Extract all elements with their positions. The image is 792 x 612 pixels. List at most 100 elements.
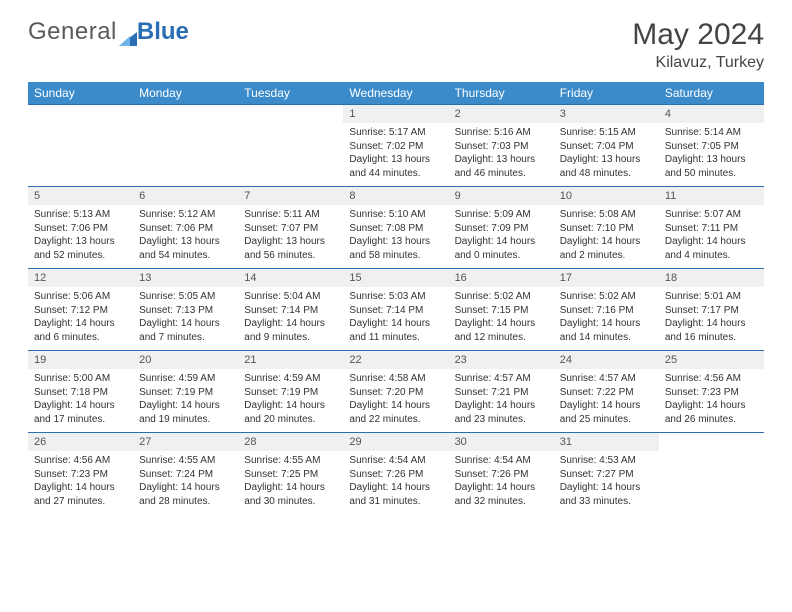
daynum-row: 19202122232425 — [28, 351, 764, 370]
day-ss: Sunset: 7:26 PM — [349, 468, 442, 482]
day-d2: and 26 minutes. — [665, 413, 758, 427]
day-info-cell: Sunrise: 4:55 AMSunset: 7:24 PMDaylight:… — [133, 451, 238, 514]
day-number-cell: 3 — [554, 105, 659, 124]
day-number-cell: 20 — [133, 351, 238, 370]
day-d2: and 23 minutes. — [455, 413, 548, 427]
day-d2: and 2 minutes. — [560, 249, 653, 263]
day-d2: and 19 minutes. — [139, 413, 232, 427]
day-number-cell: 21 — [238, 351, 343, 370]
day-sr: Sunrise: 5:05 AM — [139, 290, 232, 304]
day-ss: Sunset: 7:27 PM — [560, 468, 653, 482]
day-sr: Sunrise: 5:07 AM — [665, 208, 758, 222]
day-ss: Sunset: 7:10 PM — [560, 222, 653, 236]
day-ss: Sunset: 7:09 PM — [455, 222, 548, 236]
day-info-cell: Sunrise: 4:57 AMSunset: 7:21 PMDaylight:… — [449, 369, 554, 433]
day-info-cell: Sunrise: 5:01 AMSunset: 7:17 PMDaylight:… — [659, 287, 764, 351]
day-sr: Sunrise: 4:57 AM — [455, 372, 548, 386]
day-info-cell — [238, 123, 343, 187]
day-number-cell — [659, 433, 764, 452]
day-info-cell: Sunrise: 5:02 AMSunset: 7:16 PMDaylight:… — [554, 287, 659, 351]
day-info-cell: Sunrise: 4:54 AMSunset: 7:26 PMDaylight:… — [449, 451, 554, 514]
day-sr: Sunrise: 5:00 AM — [34, 372, 127, 386]
day-number-cell: 10 — [554, 187, 659, 206]
day-info-cell: Sunrise: 5:08 AMSunset: 7:10 PMDaylight:… — [554, 205, 659, 269]
weekday-header-row: Sunday Monday Tuesday Wednesday Thursday… — [28, 82, 764, 105]
day-d1: Daylight: 14 hours — [34, 481, 127, 495]
dayinfo-row: Sunrise: 5:00 AMSunset: 7:18 PMDaylight:… — [28, 369, 764, 433]
day-ss: Sunset: 7:18 PM — [34, 386, 127, 400]
day-ss: Sunset: 7:05 PM — [665, 140, 758, 154]
day-d1: Daylight: 14 hours — [560, 481, 653, 495]
day-info-cell: Sunrise: 5:15 AMSunset: 7:04 PMDaylight:… — [554, 123, 659, 187]
weekday-header: Saturday — [659, 82, 764, 105]
day-info-cell: Sunrise: 4:58 AMSunset: 7:20 PMDaylight:… — [343, 369, 448, 433]
day-info-cell: Sunrise: 4:55 AMSunset: 7:25 PMDaylight:… — [238, 451, 343, 514]
day-ss: Sunset: 7:14 PM — [244, 304, 337, 318]
day-info-cell: Sunrise: 4:53 AMSunset: 7:27 PMDaylight:… — [554, 451, 659, 514]
day-d2: and 54 minutes. — [139, 249, 232, 263]
sail-icon — [119, 25, 137, 39]
day-d2: and 33 minutes. — [560, 495, 653, 509]
daynum-row: 262728293031 — [28, 433, 764, 452]
day-d2: and 27 minutes. — [34, 495, 127, 509]
day-d1: Daylight: 13 hours — [349, 235, 442, 249]
day-ss: Sunset: 7:20 PM — [349, 386, 442, 400]
day-info-cell — [133, 123, 238, 187]
day-info-cell: Sunrise: 5:16 AMSunset: 7:03 PMDaylight:… — [449, 123, 554, 187]
day-ss: Sunset: 7:25 PM — [244, 468, 337, 482]
day-d2: and 14 minutes. — [560, 331, 653, 345]
day-ss: Sunset: 7:08 PM — [349, 222, 442, 236]
day-sr: Sunrise: 4:56 AM — [665, 372, 758, 386]
day-d1: Daylight: 14 hours — [560, 235, 653, 249]
day-info-cell: Sunrise: 4:57 AMSunset: 7:22 PMDaylight:… — [554, 369, 659, 433]
day-ss: Sunset: 7:19 PM — [244, 386, 337, 400]
day-d1: Daylight: 14 hours — [455, 235, 548, 249]
daynum-row: 1234 — [28, 105, 764, 124]
day-info-cell — [28, 123, 133, 187]
day-d1: Daylight: 13 hours — [560, 153, 653, 167]
day-sr: Sunrise: 4:53 AM — [560, 454, 653, 468]
day-d2: and 28 minutes. — [139, 495, 232, 509]
brand-part2: Blue — [137, 18, 189, 46]
day-d1: Daylight: 14 hours — [560, 317, 653, 331]
calendar-table: Sunday Monday Tuesday Wednesday Thursday… — [28, 82, 764, 514]
day-ss: Sunset: 7:04 PM — [560, 140, 653, 154]
day-d2: and 31 minutes. — [349, 495, 442, 509]
day-number-cell: 19 — [28, 351, 133, 370]
day-ss: Sunset: 7:23 PM — [665, 386, 758, 400]
day-sr: Sunrise: 5:06 AM — [34, 290, 127, 304]
day-d2: and 17 minutes. — [34, 413, 127, 427]
day-sr: Sunrise: 4:54 AM — [349, 454, 442, 468]
daynum-row: 567891011 — [28, 187, 764, 206]
day-d2: and 32 minutes. — [455, 495, 548, 509]
day-sr: Sunrise: 4:54 AM — [455, 454, 548, 468]
day-sr: Sunrise: 5:02 AM — [455, 290, 548, 304]
day-info-cell: Sunrise: 5:07 AMSunset: 7:11 PMDaylight:… — [659, 205, 764, 269]
day-sr: Sunrise: 5:14 AM — [665, 126, 758, 140]
day-ss: Sunset: 7:26 PM — [455, 468, 548, 482]
day-ss: Sunset: 7:02 PM — [349, 140, 442, 154]
day-number-cell: 18 — [659, 269, 764, 288]
dayinfo-row: Sunrise: 4:56 AMSunset: 7:23 PMDaylight:… — [28, 451, 764, 514]
day-number-cell: 9 — [449, 187, 554, 206]
day-info-cell: Sunrise: 5:12 AMSunset: 7:06 PMDaylight:… — [133, 205, 238, 269]
day-d1: Daylight: 13 hours — [139, 235, 232, 249]
day-number-cell: 13 — [133, 269, 238, 288]
day-ss: Sunset: 7:07 PM — [244, 222, 337, 236]
day-ss: Sunset: 7:23 PM — [34, 468, 127, 482]
day-number-cell: 25 — [659, 351, 764, 370]
title-block: May 2024 Kilavuz, Turkey — [632, 18, 764, 72]
day-d2: and 12 minutes. — [455, 331, 548, 345]
dayinfo-row: Sunrise: 5:13 AMSunset: 7:06 PMDaylight:… — [28, 205, 764, 269]
day-d1: Daylight: 14 hours — [665, 235, 758, 249]
day-d1: Daylight: 14 hours — [455, 317, 548, 331]
header: General Blue May 2024 Kilavuz, Turkey — [28, 18, 764, 72]
day-number-cell: 7 — [238, 187, 343, 206]
day-info-cell: Sunrise: 5:11 AMSunset: 7:07 PMDaylight:… — [238, 205, 343, 269]
day-d1: Daylight: 14 hours — [349, 481, 442, 495]
day-d1: Daylight: 14 hours — [244, 481, 337, 495]
day-d2: and 4 minutes. — [665, 249, 758, 263]
dayinfo-row: Sunrise: 5:17 AMSunset: 7:02 PMDaylight:… — [28, 123, 764, 187]
day-ss: Sunset: 7:03 PM — [455, 140, 548, 154]
day-ss: Sunset: 7:22 PM — [560, 386, 653, 400]
